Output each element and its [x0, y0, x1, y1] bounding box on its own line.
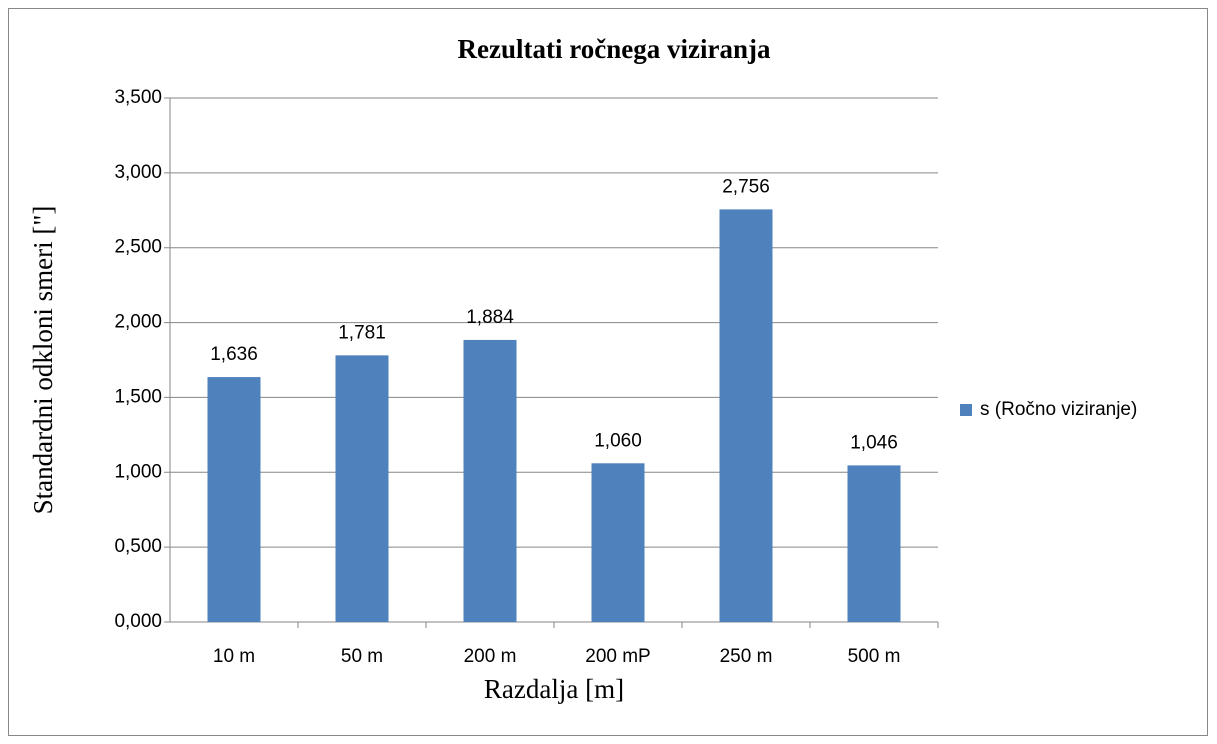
- x-tick-label: 10 m: [213, 646, 255, 667]
- data-label: 1,060: [594, 430, 642, 451]
- y-axis-label: Standardni odkloni smeri ["]: [28, 206, 58, 515]
- data-label: 1,046: [850, 432, 898, 453]
- x-tick-label: 250 m: [720, 646, 773, 667]
- data-label: 1,636: [210, 344, 258, 365]
- bar: [207, 377, 261, 622]
- data-label: 2,756: [722, 176, 770, 197]
- data-label: 1,781: [338, 322, 386, 343]
- y-tick-label: 0,500: [114, 536, 162, 557]
- y-tick-label: 2,500: [114, 237, 162, 258]
- bar: [847, 465, 901, 622]
- x-tick-label: 200 mP: [585, 646, 650, 667]
- x-axis-label: Razdalja [m]: [484, 674, 624, 704]
- y-tick-label: 0,000: [114, 611, 162, 632]
- x-tick-label: 200 m: [464, 646, 517, 667]
- y-tick-label: 3,500: [114, 87, 162, 108]
- x-tick-label: 500 m: [848, 646, 901, 667]
- chart-border: [8, 8, 1208, 736]
- y-tick-label: 1,500: [114, 386, 162, 407]
- legend-swatch: [960, 404, 972, 416]
- x-tick-label: 50 m: [341, 646, 383, 667]
- bar: [719, 209, 773, 622]
- bar: [335, 355, 389, 622]
- legend-label: s (Ročno viziranje): [980, 399, 1137, 420]
- chart-title: Rezultati ročnega viziranja: [458, 34, 771, 64]
- y-tick-label: 3,000: [114, 162, 162, 183]
- y-tick-label: 1,000: [114, 461, 162, 482]
- y-tick-label: 2,000: [114, 312, 162, 333]
- data-label: 1,884: [466, 307, 514, 328]
- bar: [591, 463, 645, 622]
- bar: [463, 339, 517, 622]
